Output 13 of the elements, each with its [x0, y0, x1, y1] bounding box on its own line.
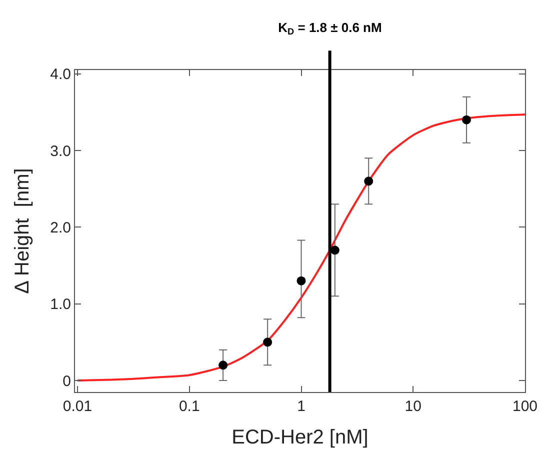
- x-tick-label: 100: [512, 398, 538, 415]
- y-tick-label: 4.0: [50, 66, 71, 84]
- x-tick-label: 0.01: [62, 398, 92, 415]
- y-tick-label: 2.0: [50, 219, 71, 236]
- y-tick-label: 1.0: [50, 296, 71, 314]
- y-axis-title: Δ Height [nm]: [12, 168, 34, 294]
- x-tick-label: 10: [404, 398, 422, 415]
- x-tick-label: 0.1: [178, 398, 200, 415]
- x-tick-label: 1: [297, 398, 306, 415]
- x-axis-title: ECD-Her2 [nM]: [232, 426, 368, 448]
- y-tick-label: 0: [62, 372, 71, 390]
- y-tick-label: 3.0: [50, 142, 71, 160]
- chart-title: K$_{D}$ = 1.8 ± 0.6 nM: [278, 20, 382, 37]
